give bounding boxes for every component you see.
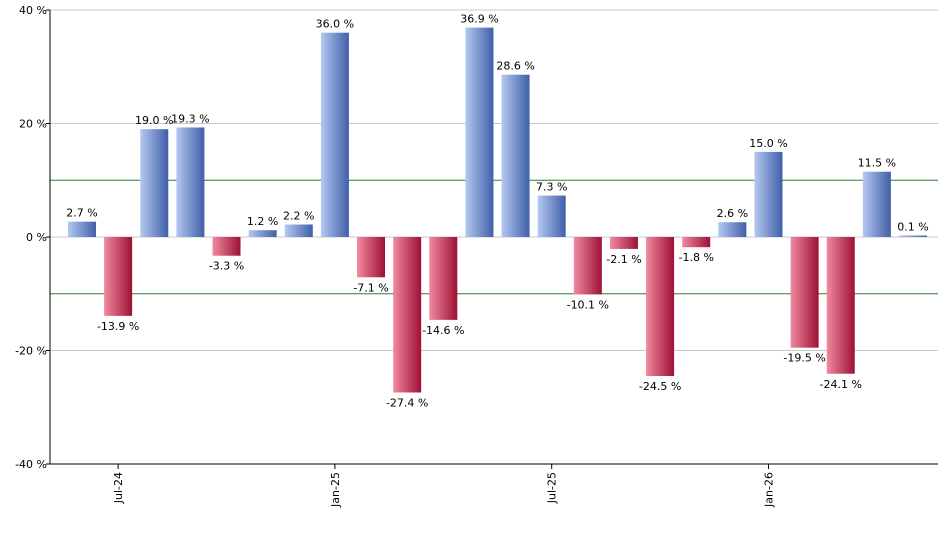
y-tick-labels: -40 % -20 % 0 % 20 % 40 % [15,4,47,471]
bar [609,237,638,249]
data-label: 2.7 % [66,207,97,220]
data-label: -13.9 % [97,320,139,333]
bar [104,237,133,316]
x-tick-label: Jul-24 [112,472,125,504]
data-label: 7.3 % [536,181,567,194]
y-tick-label: -20 % [15,345,47,358]
data-label: 36.0 % [316,18,354,31]
data-label: -27.4 % [386,396,428,409]
bar [501,74,530,237]
data-label: 19.3 % [171,112,209,125]
y-tick-label: 20 % [19,118,47,131]
bar [754,151,783,237]
bar [898,235,927,237]
data-label: -14.6 % [422,324,464,337]
data-label: -2.1 % [606,253,641,266]
x-tick-label: Jan-25 [329,472,342,508]
data-label: 1.2 % [247,215,278,228]
bar [573,237,602,295]
data-label: 11.5 % [858,157,896,170]
data-label: 2.2 % [283,210,314,223]
bar [140,129,169,237]
x-tick-label: Jul-25 [546,472,559,504]
data-label: -19.5 % [783,352,825,365]
bar [429,237,458,320]
bar [320,32,349,238]
bar [862,171,891,237]
data-label: 15.0 % [749,137,787,150]
data-label: 28.6 % [496,60,534,73]
bar [682,237,711,248]
data-label: -7.1 % [353,281,388,294]
data-label: 36.9 % [460,13,498,26]
axes [46,9,938,469]
data-label: -1.8 % [678,251,713,264]
y-tick-label: 0 % [26,231,47,244]
x-tick-labels: Jul-24 Jan-25 Jul-25 Jan-26 [112,472,775,508]
bar [646,237,675,377]
bar [718,222,747,237]
bar [790,237,819,348]
bar [357,237,386,278]
data-label: 2.6 % [717,207,748,220]
bar [68,221,96,237]
bar [212,237,241,256]
bars [68,27,927,393]
bar [393,237,422,393]
bar [176,127,205,237]
data-label: -24.1 % [820,378,862,391]
y-tick-label: 40 % [19,4,47,17]
data-label: -3.3 % [209,260,244,273]
bar [248,230,277,237]
data-label: 0.1 % [897,221,928,234]
data-label: -24.5 % [639,380,681,393]
bar [284,224,313,237]
data-labels: 2.7 % -13.9 % 19.0 %19.3 % -3.3 % 1.2 % 2.2 %… [66,13,928,410]
bar [537,195,566,237]
bar [465,27,494,238]
bar [826,237,855,374]
data-label: -10.1 % [567,298,609,311]
y-tick-label: -40 % [15,458,47,471]
x-tick-label: Jan-26 [762,472,775,508]
data-label: 19.0 % [135,114,173,127]
